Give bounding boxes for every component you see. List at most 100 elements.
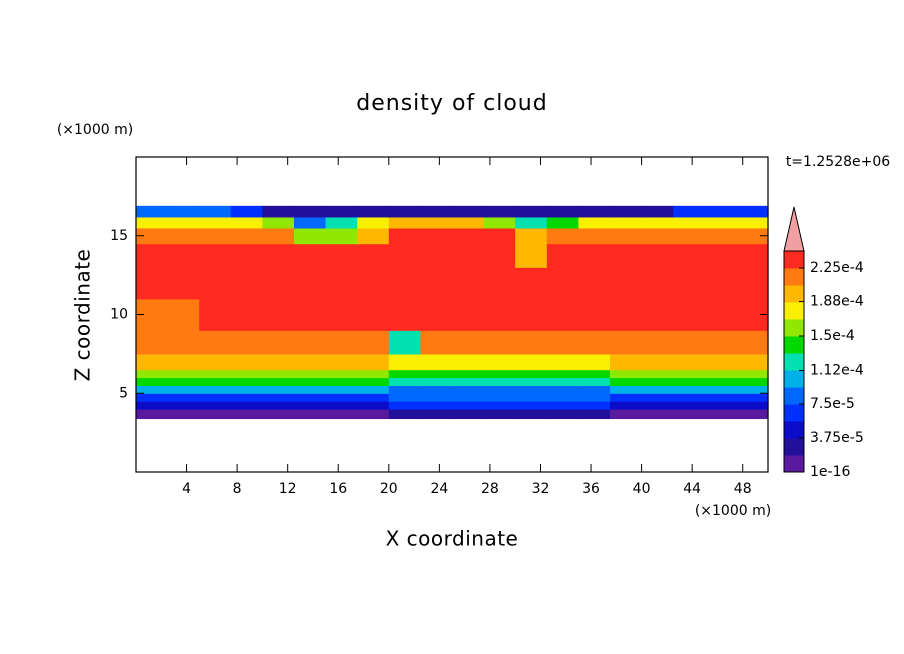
contour-cell xyxy=(420,243,453,268)
contour-cell xyxy=(262,216,295,229)
contour-cell xyxy=(262,243,295,268)
contour-cell xyxy=(167,393,200,402)
contour-cell xyxy=(641,298,674,331)
contour-cell xyxy=(673,227,706,245)
contour-cell xyxy=(736,369,769,379)
contour-cell xyxy=(515,243,548,268)
contour-cell xyxy=(136,369,169,379)
contour-cell xyxy=(641,385,674,394)
contour-cell xyxy=(325,369,358,379)
contour-cell xyxy=(483,267,516,300)
contour-cell xyxy=(515,377,548,386)
colorbar-tick-label: 1.5e-4 xyxy=(810,328,855,344)
y-axis-label: Z coordinate xyxy=(71,249,95,382)
contour-cell xyxy=(452,298,485,331)
contour-cell xyxy=(452,205,485,218)
contour-cell xyxy=(388,267,421,300)
contour-cell xyxy=(610,267,643,300)
contour-cell xyxy=(515,409,548,420)
contour-cell xyxy=(262,369,295,379)
contour-cell xyxy=(230,393,263,402)
contour-cell xyxy=(167,298,200,331)
contour-cell xyxy=(420,401,453,410)
contour-cell xyxy=(388,243,421,268)
time-label: t=1.2528e+06 xyxy=(786,154,890,170)
contour-cell xyxy=(704,409,737,420)
contour-cell xyxy=(420,385,453,394)
contour-cell xyxy=(610,243,643,268)
x-tick-label: 32 xyxy=(532,481,550,497)
contour-cell xyxy=(262,401,295,410)
contour-cell xyxy=(641,409,674,420)
colorbar-tick-label: 1.88e-4 xyxy=(810,294,864,310)
contour-cell xyxy=(578,298,611,331)
contour-cell xyxy=(641,330,674,355)
contour-cell xyxy=(199,385,232,394)
contour-cell xyxy=(325,377,358,386)
contour-cell xyxy=(357,385,390,394)
contour-cell xyxy=(199,409,232,420)
x-tick-label: 12 xyxy=(279,481,297,497)
contour-cell xyxy=(388,377,421,386)
contour-cell xyxy=(199,267,232,300)
contour-cell xyxy=(704,330,737,355)
contour-cell xyxy=(230,216,263,229)
contour-cell xyxy=(357,409,390,420)
contour-cell xyxy=(578,227,611,245)
contour-cell xyxy=(325,409,358,420)
contour-cell xyxy=(736,227,769,245)
contour-cell xyxy=(199,205,232,218)
contour-cell xyxy=(199,227,232,245)
contour-cell xyxy=(704,369,737,379)
contour-cell xyxy=(262,267,295,300)
contour-cell xyxy=(199,369,232,379)
contour-cell xyxy=(736,393,769,402)
contour-cell xyxy=(515,353,548,371)
contour-cell xyxy=(641,216,674,229)
contour-cell xyxy=(262,227,295,245)
contour-cell xyxy=(546,330,579,355)
contour-cell xyxy=(357,393,390,402)
contour-cell xyxy=(483,369,516,379)
contour-cell xyxy=(325,267,358,300)
y-tick-label: 5 xyxy=(119,385,128,401)
x-tick-label: 28 xyxy=(481,481,499,497)
contour-cell xyxy=(736,243,769,268)
contour-cell xyxy=(136,401,169,410)
contour-cell xyxy=(483,216,516,229)
contour-cell xyxy=(357,401,390,410)
contour-cell xyxy=(483,401,516,410)
contour-cell xyxy=(704,243,737,268)
contour-cell xyxy=(357,330,390,355)
colorbar-tick-label: 2.25e-4 xyxy=(810,260,864,276)
contour-cell xyxy=(230,298,263,331)
contour-cell xyxy=(420,353,453,371)
contour-cell xyxy=(294,377,327,386)
contour-cell xyxy=(199,298,232,331)
x-tick-label: 48 xyxy=(734,481,752,497)
contour-cell xyxy=(546,205,579,218)
contour-cell xyxy=(136,267,169,300)
contour-cell xyxy=(610,393,643,402)
x-tick-label: 8 xyxy=(233,481,242,497)
contour-cell xyxy=(673,298,706,331)
x-axis-label: X coordinate xyxy=(386,527,519,551)
contour-cell xyxy=(199,401,232,410)
colorbar-band xyxy=(784,302,804,320)
contour-cell xyxy=(673,267,706,300)
x-tick-label: 44 xyxy=(683,481,701,497)
contour-cell xyxy=(199,243,232,268)
contour-cell xyxy=(641,353,674,371)
contour-cell xyxy=(388,369,421,379)
x-tick-label: 40 xyxy=(633,481,651,497)
contour-cell xyxy=(167,377,200,386)
axes: 4 8 12 16 20 24 28 32 36 40 44 48510151e-163.75e-57… xyxy=(110,156,864,497)
contour-cell xyxy=(136,393,169,402)
contour-cell xyxy=(167,216,200,229)
contour-cell xyxy=(452,401,485,410)
contour-cell xyxy=(325,385,358,394)
contour-cell xyxy=(483,377,516,386)
contour-cell xyxy=(167,243,200,268)
chart-title: density of cloud xyxy=(356,91,547,116)
contour-field xyxy=(136,205,769,420)
